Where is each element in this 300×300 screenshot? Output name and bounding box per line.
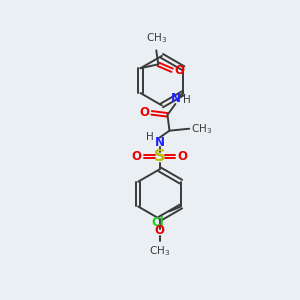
Text: O: O <box>154 224 165 237</box>
Text: N: N <box>154 136 165 149</box>
Text: H: H <box>146 132 154 142</box>
Text: H: H <box>183 95 191 105</box>
Text: CH$_3$: CH$_3$ <box>191 122 212 136</box>
Text: O: O <box>140 106 150 119</box>
Text: O: O <box>177 150 188 163</box>
Text: N: N <box>170 92 180 106</box>
Text: S: S <box>154 149 165 164</box>
Text: O: O <box>132 150 142 163</box>
Text: Cl: Cl <box>152 216 164 230</box>
Text: O: O <box>174 64 184 77</box>
Text: CH$_3$: CH$_3$ <box>149 244 170 258</box>
Text: CH$_3$: CH$_3$ <box>146 32 167 46</box>
